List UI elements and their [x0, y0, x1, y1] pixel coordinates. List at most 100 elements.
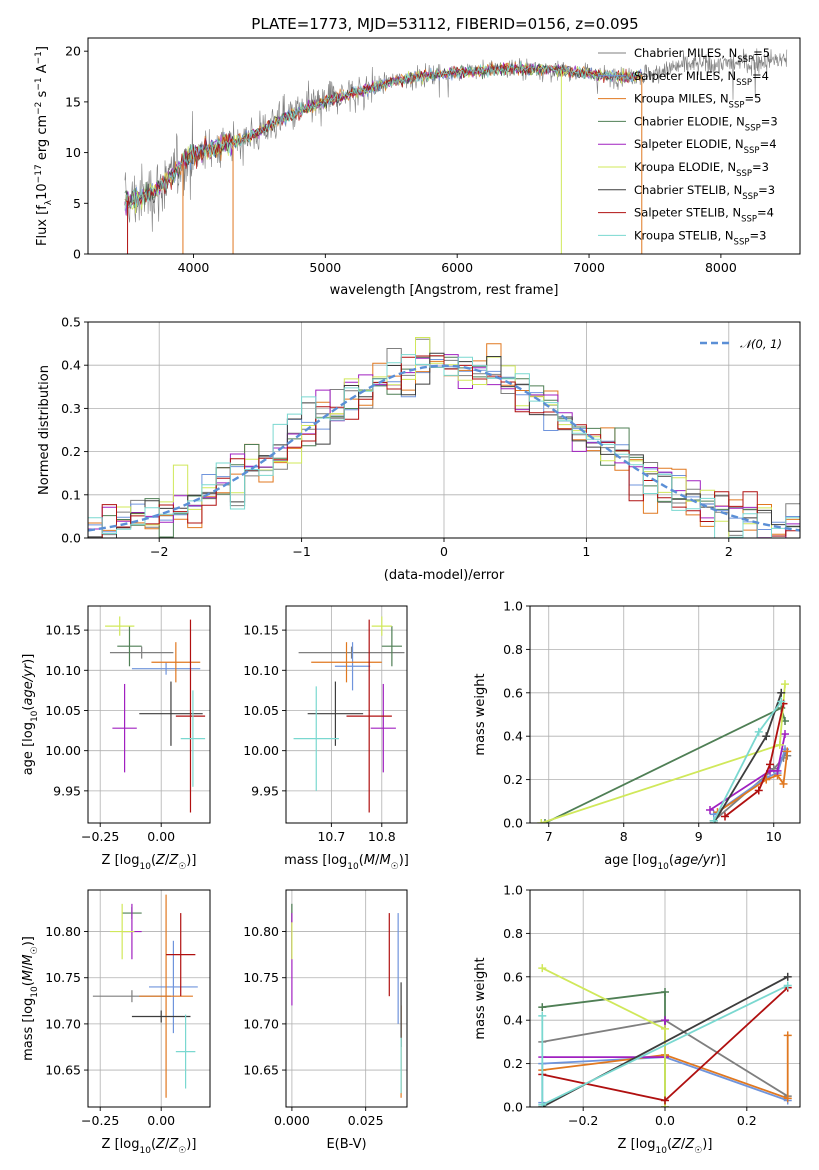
x-tick-label: 0.025	[348, 1113, 384, 1128]
x-tick-label: 7	[545, 829, 553, 844]
weight-marker	[541, 819, 549, 823]
age-vs-Z-axes: −0.25 0.00 9.95 10.00 10.05 10.10 10.15	[45, 606, 210, 844]
y-tick-label: 0.0	[61, 531, 81, 546]
weight-marker	[773, 766, 782, 775]
histogram-series	[88, 355, 800, 538]
y-tick-label: 0.1	[61, 487, 81, 502]
y-tick-label: 10	[65, 145, 81, 160]
weight-series-line	[724, 703, 785, 818]
y-axis-label: Normed distribution	[37, 365, 52, 495]
hist-frame	[87, 321, 801, 539]
x-axis-label: age [log10(age/yr)]	[604, 853, 726, 872]
weight-marker	[538, 964, 547, 973]
y-tick-label: 0	[73, 247, 81, 262]
y-tick-label: 10.00	[243, 743, 279, 758]
x-tick-label: 0.0	[655, 1113, 675, 1128]
x-tick-label: −0.2	[568, 1113, 598, 1128]
y-tick-label: 0.2	[61, 444, 81, 459]
weight-marker	[754, 786, 763, 795]
y-tick-label: 0.5	[61, 315, 81, 330]
weight-marker	[777, 697, 786, 706]
y-tick-label: 10.65	[243, 1063, 279, 1078]
weight-marker	[709, 816, 718, 823]
y-tick-label: 0.6	[503, 969, 523, 984]
y-tick-label: 0.6	[503, 685, 523, 700]
y-tick-label: 10.65	[45, 1063, 81, 1078]
massweight-vs-Z-axes: −0.2 0.0 0.2 0.0 0.2 0.4 0.6 0.8 1.0	[503, 883, 800, 1128]
x-tick-label: 2	[725, 544, 733, 559]
y-tick-label: 10.80	[45, 924, 81, 939]
legend-label: Chabrier MILES, NSSP=5	[634, 46, 770, 65]
weight-marker	[783, 972, 792, 981]
y-tick-label: 0.2	[503, 1056, 523, 1071]
mass-vs-EBV-points	[291, 903, 402, 1098]
legend-label: Chabrier STELIB, NSSP=3	[634, 183, 775, 202]
errorbar-point	[370, 683, 396, 773]
legend-label: Salpeter STELIB, NSSP=4	[634, 206, 774, 225]
x-axis-label: Z [log10(Z/Z☉)]	[102, 853, 197, 872]
y-axis-label: age [log10(age/yr)]	[21, 654, 40, 776]
x-tick-label: 10	[766, 829, 782, 844]
weight-marker	[538, 1011, 547, 1020]
x-axis-label: wavelength [Angstrom, rest frame]	[330, 283, 559, 298]
weight-marker	[783, 1031, 792, 1040]
y-axis-label: mass weight	[473, 673, 488, 755]
y-tick-label: 15	[65, 94, 81, 109]
mass-vs-Z-labels: Z [log10(Z/Z☉)] mass [log10(M/M☉)]	[21, 936, 196, 1156]
residual-histogram-labels: (data-model)/error Normed distribution	[37, 365, 505, 583]
mass-vs-EBV-frame	[285, 889, 408, 1108]
massweight-vs-Z-series	[538, 964, 792, 1107]
massweight-vs-Z-frame	[529, 889, 801, 1108]
x-tick-label: 5000	[309, 260, 341, 275]
residual-histogram-axes: −2 −1 0 1 2 0.0 0.1 0.2 0.3 0.4 0.5	[61, 315, 800, 559]
y-axis-label: mass [log10(M/M☉)]	[21, 936, 40, 1061]
y-tick-label: 0.0	[503, 1100, 523, 1115]
y-axis-label: mass weight	[473, 957, 488, 1039]
weight-marker	[706, 805, 714, 814]
errorbar-point	[298, 646, 405, 659]
x-tick-label: 0.000	[274, 1113, 310, 1128]
weight-marker	[661, 1096, 669, 1105]
spectrum-lines	[124, 48, 788, 254]
x-axis-label: Z [log10(Z/Z☉)]	[618, 1137, 713, 1156]
errorbar-point	[109, 646, 174, 659]
mass-vs-Z-axes: −0.25 0.00 10.65 10.70 10.75 10.80	[45, 890, 210, 1128]
weight-marker	[781, 680, 789, 689]
histogram-legend: 𝒩(0, 1)	[700, 337, 782, 351]
y-tick-label: 0.4	[503, 1013, 523, 1028]
weight-marker	[661, 1016, 669, 1025]
legend-label: Salpeter MILES, NSSP=4	[634, 69, 769, 88]
y-tick-label: 0.8	[503, 926, 523, 941]
x-tick-label: 9	[695, 829, 703, 844]
weight-marker	[779, 779, 788, 788]
errorbar-point	[131, 1010, 191, 1023]
mass-vs-Z-points	[92, 894, 198, 1098]
massweight-vs-age-labels: age [log10(age/yr)] mass weight	[473, 673, 726, 872]
x-tick-label: −1	[292, 544, 310, 559]
spectrum-axes: 4000 5000 6000 7000 8000 0 5 10 15 20	[65, 44, 737, 275]
weight-series-line	[713, 748, 786, 816]
spectrum-frame	[87, 37, 801, 255]
y-tick-label: 1.0	[503, 883, 523, 898]
x-tick-label: 0.00	[147, 829, 175, 844]
x-tick-label: 0	[440, 544, 448, 559]
errorbar-point	[180, 690, 206, 787]
x-tick-label: −2	[150, 544, 168, 559]
y-tick-label: 10.00	[45, 743, 81, 758]
errorbar-point	[166, 913, 196, 997]
weight-series-line	[541, 967, 666, 1107]
x-axis-label: Z [log10(Z/Z☉)]	[102, 1137, 197, 1156]
massweight-vs-age-axes: 7 8 9 10 0.0 0.2 0.4 0.6 0.8 1.0	[503, 599, 800, 844]
errorbar-point	[334, 642, 371, 691]
errorbar-point	[112, 683, 137, 773]
x-tick-label: 8	[620, 829, 628, 844]
errorbar-point	[371, 616, 392, 636]
weight-marker	[777, 688, 786, 697]
weight-marker	[781, 730, 789, 739]
legend-label: Kroupa ELODIE, NSSP=3	[634, 160, 769, 179]
weight-marker	[537, 819, 546, 823]
y-tick-label: 10.05	[243, 703, 279, 718]
age-vs-mass-axes: 10.7 10.8 9.95 10.00 10.05 10.10 10.15	[243, 606, 407, 844]
spectrum-labels: wavelength [Angstrom, rest frame] Flux [f…	[34, 46, 558, 298]
weight-marker	[783, 981, 792, 990]
